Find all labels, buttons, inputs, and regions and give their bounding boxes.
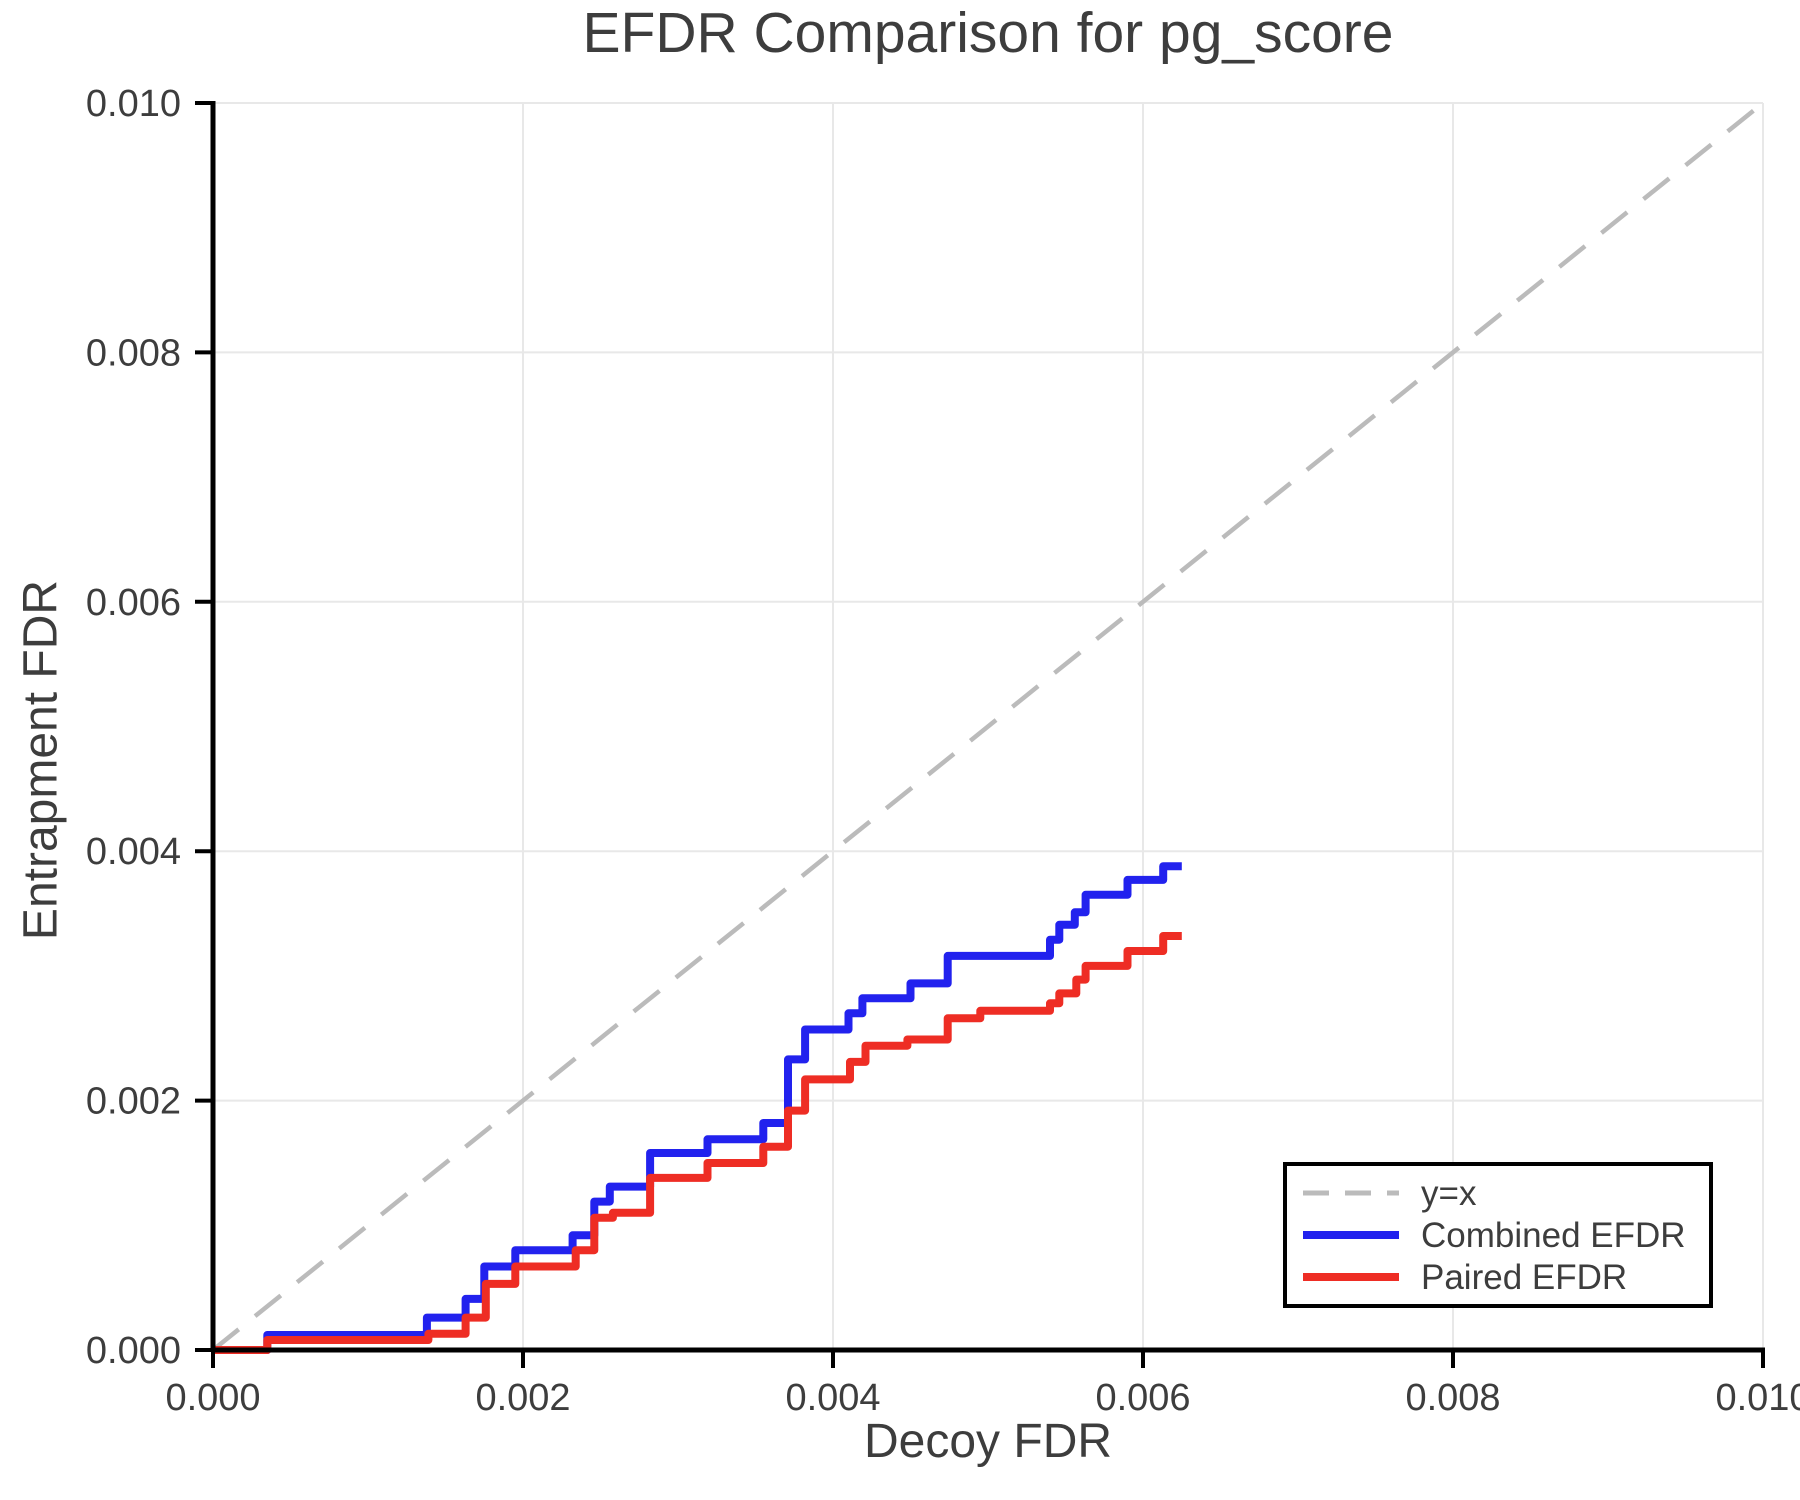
y-tick-label: 0.004 (86, 831, 181, 873)
legend-item-yx: y=x (1303, 1174, 1709, 1212)
x-tick-label: 0.008 (1405, 1377, 1500, 1419)
y-tick-label: 0.006 (86, 582, 181, 624)
red-line-icon (1303, 1273, 1399, 1281)
chart-title: EFDR Comparison for pg_score (582, 1, 1394, 65)
x-tick-label: 0.006 (1095, 1377, 1190, 1419)
legend-box: y=x Combined EFDR Paired EFDR (1283, 1162, 1713, 1308)
x-tick-label: 0.010 (1715, 1377, 1800, 1419)
y-tick-label: 0.002 (86, 1081, 181, 1123)
legend-label-paired: Paired EFDR (1421, 1257, 1628, 1297)
series-line-paired-efdr (213, 932, 1182, 1354)
identity-line (211, 101, 1765, 1352)
y-tick-label: 0.008 (86, 332, 181, 374)
legend-label-combined: Combined EFDR (1421, 1215, 1686, 1255)
x-tick-label: 0.004 (785, 1377, 880, 1419)
legend-label-yx: y=x (1421, 1173, 1477, 1213)
legend-item-combined: Combined EFDR (1303, 1216, 1709, 1254)
y-tick-label: 0.000 (86, 1330, 181, 1372)
series-line-combined-efdr (213, 862, 1182, 1354)
x-tick-label: 0.002 (475, 1377, 570, 1419)
dashed-line-icon (1303, 1190, 1399, 1196)
x-axis-label: Decoy FDR (863, 1415, 1113, 1468)
y-axis-label: Entrapment FDR (14, 579, 68, 941)
y-tick-label: 0.010 (86, 83, 181, 125)
blue-line-icon (1303, 1231, 1399, 1239)
x-tick-label: 0.000 (165, 1377, 260, 1419)
legend-item-paired: Paired EFDR (1303, 1258, 1709, 1296)
